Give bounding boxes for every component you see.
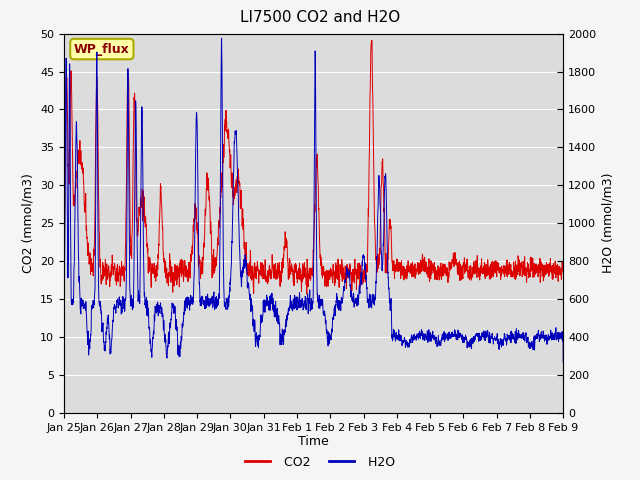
- Y-axis label: H2O (mmol/m3): H2O (mmol/m3): [602, 173, 615, 274]
- Text: LI7500 CO2 and H2O: LI7500 CO2 and H2O: [240, 10, 400, 24]
- X-axis label: Time: Time: [298, 435, 329, 448]
- Text: WP_flux: WP_flux: [74, 43, 130, 56]
- Y-axis label: CO2 (mmol/m3): CO2 (mmol/m3): [22, 173, 35, 273]
- Legend:  CO2,  H2O: CO2, H2O: [240, 451, 400, 474]
